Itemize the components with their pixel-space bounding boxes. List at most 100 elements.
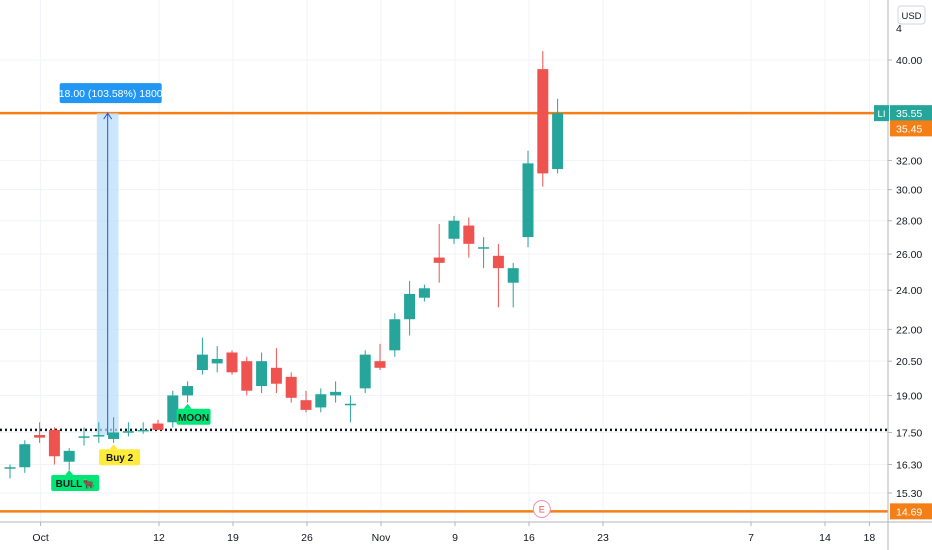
price-tick-label: 40.00 [896, 55, 922, 67]
candles [4, 51, 564, 479]
candle-body [478, 247, 490, 249]
candle [389, 313, 401, 357]
candle [433, 223, 445, 283]
marker-box [176, 408, 211, 425]
candle [167, 390, 179, 428]
marker-arrow [109, 444, 118, 450]
time-tick-label: 12 [153, 532, 165, 544]
signal-marker: Buy 2 [99, 444, 141, 466]
price-tick-label: 30.00 [896, 185, 922, 197]
price-axis-label: 35.55 [896, 108, 922, 120]
price-axis-label-bg [890, 105, 932, 122]
price-axis-bg [888, 0, 932, 550]
candle [463, 217, 475, 258]
marker-box [51, 475, 100, 492]
time-tick-label: Oct [32, 532, 48, 544]
candle [152, 419, 164, 430]
price-axis-label-bg [890, 120, 932, 137]
candle [507, 262, 519, 308]
candle [196, 337, 208, 375]
price-tick-label: 22.00 [896, 324, 922, 336]
candle-body [226, 352, 238, 373]
time-axis-bg [0, 522, 932, 550]
time-tick-label: 9 [452, 532, 458, 544]
candle-body [256, 361, 268, 387]
candle [108, 417, 120, 443]
grid [0, 0, 888, 522]
candle [241, 356, 253, 396]
candle-body [78, 436, 90, 438]
price-axis-label: 14.69 [896, 506, 922, 518]
marker-box [99, 449, 141, 466]
candle-body [507, 268, 519, 283]
currency-label: USD [901, 11, 921, 22]
measure-label: 18.00 (103.58%) 1800 [59, 88, 163, 100]
candle-body [48, 429, 60, 457]
candle [182, 381, 194, 403]
time-tick-label: 23 [597, 532, 609, 544]
candle-body [537, 69, 549, 174]
currency-badge [897, 5, 926, 25]
candle [448, 215, 460, 244]
candle-body [167, 395, 179, 423]
candle-body [463, 225, 475, 244]
candle-body [34, 435, 46, 438]
candle-body [300, 400, 312, 410]
candle-body [196, 354, 208, 371]
measure-tool: 18.00 (103.58%) 1800 [59, 83, 163, 436]
candle [374, 343, 386, 371]
candle [48, 427, 60, 465]
candle [226, 350, 238, 375]
candle [93, 422, 105, 443]
candle-body [389, 319, 401, 351]
markers: BULL🐂 MOON Buy 2 E [51, 403, 551, 518]
measure-label-bg [59, 83, 162, 104]
candle-body [93, 435, 105, 437]
price-tick-label: 16.30 [896, 459, 922, 471]
candle [34, 422, 46, 443]
candle [211, 346, 223, 373]
line-id-badge: LI [878, 109, 886, 120]
horizontal-lines [0, 111, 888, 513]
time-tick-label: 26 [301, 532, 313, 544]
price-axis-label-bg [890, 503, 932, 520]
price-tick-label: 28.00 [896, 216, 922, 228]
candle-body [344, 403, 356, 406]
candle [537, 51, 549, 187]
candle [122, 422, 134, 437]
candle [78, 427, 90, 446]
candle-body [374, 361, 386, 368]
candle [418, 284, 430, 302]
candle [522, 150, 534, 248]
price-tick-label: 17.50 [896, 427, 922, 439]
candle [344, 395, 356, 423]
line-id-badge-bg [874, 105, 889, 122]
candle [300, 390, 312, 413]
candle-body [108, 432, 120, 439]
marker-label: BULL🐂 [56, 478, 95, 490]
candle [359, 350, 371, 394]
time-tick-label: 14 [819, 532, 831, 544]
candle-body [418, 288, 430, 298]
candle [270, 348, 282, 394]
candle [478, 237, 490, 269]
candle-body [359, 354, 371, 389]
earnings-marker [532, 500, 551, 518]
candle-body [4, 467, 16, 469]
candle [315, 388, 327, 413]
candle-body [492, 255, 504, 269]
price-tick-label: 20.50 [896, 356, 922, 368]
candle [256, 352, 268, 394]
candle [4, 464, 16, 479]
signal-marker: MOON [176, 403, 211, 425]
candle [137, 422, 149, 434]
time-tick-label: Nov [372, 532, 391, 544]
marker-arrow [183, 403, 192, 409]
candle [552, 98, 564, 174]
candle-body [433, 257, 445, 263]
time-tick-label: 18 [864, 532, 876, 544]
marker-arrow [65, 470, 74, 476]
